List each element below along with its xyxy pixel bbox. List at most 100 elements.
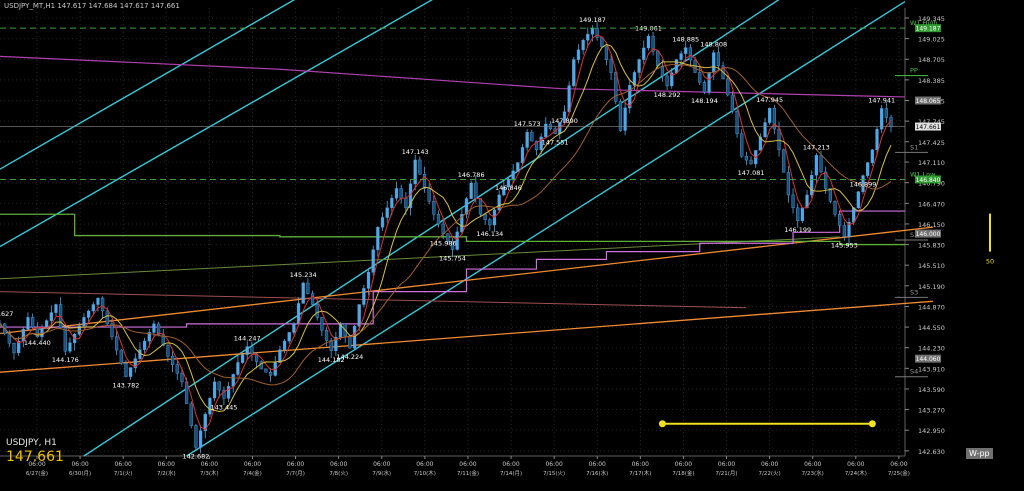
time-hour-label: 06:00 xyxy=(28,461,45,468)
price-tick-label: 144.870 xyxy=(918,303,945,311)
price-label: 146.846 xyxy=(495,184,522,192)
candle xyxy=(628,85,632,109)
candle xyxy=(530,132,534,142)
time-date-label: 7/8(火) xyxy=(329,471,348,477)
pivot-label: W1 High xyxy=(910,19,938,27)
price-label: 146.899 xyxy=(850,181,877,189)
measure-handle-right[interactable] xyxy=(868,420,876,428)
candle xyxy=(539,136,543,151)
time-hour-label: 06:00 xyxy=(502,461,519,468)
candle xyxy=(646,36,651,49)
candle xyxy=(152,323,156,333)
candle xyxy=(884,108,888,118)
time-date-label: 7/4(金) xyxy=(243,469,262,477)
candle xyxy=(189,403,193,426)
candle xyxy=(595,27,599,38)
candle xyxy=(376,226,380,250)
time-date-label: 7/1(火) xyxy=(114,471,133,477)
measure-handle-left[interactable] xyxy=(658,420,666,428)
price-label: 149.061 xyxy=(635,24,662,32)
candle xyxy=(502,186,506,196)
candle xyxy=(684,47,688,54)
time-date-label: 7/15(火) xyxy=(543,471,565,477)
price-tick-label: 147.745 xyxy=(918,118,945,126)
candle xyxy=(129,367,133,377)
channel-upper2-line xyxy=(0,0,434,248)
candle xyxy=(278,349,282,363)
candle xyxy=(590,27,595,35)
candle xyxy=(245,346,249,355)
time-date-label: 6/30(月) xyxy=(69,470,91,477)
time-date-label: 7/25(金) xyxy=(888,469,910,477)
candle xyxy=(749,159,753,165)
candle xyxy=(366,272,371,289)
time-date-label: 7/16(水) xyxy=(586,469,608,477)
time-hour-label: 06:00 xyxy=(632,461,649,468)
candle xyxy=(208,397,212,415)
ma-medium-line xyxy=(0,43,892,412)
time-date-label: 7/3(木) xyxy=(200,469,219,477)
time-hour-label: 06:00 xyxy=(459,461,476,468)
candle xyxy=(880,108,884,130)
candle xyxy=(786,172,790,196)
price-tick-label: 145.190 xyxy=(918,283,945,291)
candle xyxy=(852,207,856,223)
candle xyxy=(740,133,744,157)
time-hour-label: 06:00 xyxy=(373,461,390,468)
price-label: 147.890 xyxy=(551,117,578,125)
candle xyxy=(390,197,394,209)
candle xyxy=(91,304,95,312)
price-label: 144.176 xyxy=(52,356,79,364)
candle xyxy=(474,182,478,199)
price-tick-label: 149.025 xyxy=(918,36,945,44)
time-hour-label: 06:00 xyxy=(589,461,606,468)
candle xyxy=(614,72,618,102)
price-label: 144.182 xyxy=(318,356,345,364)
candle xyxy=(35,326,39,337)
time-date-label: 7/2(水) xyxy=(157,469,176,477)
candle xyxy=(791,194,795,209)
candle xyxy=(82,317,86,327)
candle xyxy=(618,101,623,131)
candle xyxy=(212,381,217,399)
candle xyxy=(171,355,175,365)
time-hour-label: 06:00 xyxy=(330,461,347,468)
candle xyxy=(446,233,450,242)
time-date-label: 7/24(木) xyxy=(845,469,867,477)
candle xyxy=(604,46,609,60)
candle xyxy=(875,128,879,151)
candle xyxy=(861,175,865,192)
time-hour-label: 06:00 xyxy=(244,461,261,468)
time-hour-label: 06:00 xyxy=(201,461,218,468)
candle xyxy=(31,317,35,328)
candle xyxy=(115,336,119,351)
price-label: 146.786 xyxy=(458,171,485,179)
candle xyxy=(814,155,818,176)
time-date-label: 7/18(金) xyxy=(672,469,694,477)
candle xyxy=(586,34,590,41)
candle xyxy=(404,197,408,209)
time-date-label: 6/27(金) xyxy=(26,469,48,477)
candle xyxy=(105,310,109,325)
pivot-label: S1 xyxy=(910,143,918,151)
price-tick-label: 143.270 xyxy=(918,407,945,415)
candle xyxy=(264,368,268,373)
candle xyxy=(54,304,58,313)
time-date-label: 7/17(木) xyxy=(629,469,651,477)
candle xyxy=(656,50,660,67)
time-date-label: 7/23(水) xyxy=(802,469,824,477)
price-tag xyxy=(915,122,941,131)
candle xyxy=(226,386,231,399)
candle xyxy=(203,413,207,431)
wpp-badge[interactable]: W-pp xyxy=(966,448,993,459)
price-label: 142.682 xyxy=(182,452,209,460)
channel-mid-line xyxy=(186,0,906,457)
price-tag xyxy=(915,24,941,33)
candle xyxy=(660,65,665,77)
price-label: 148.292 xyxy=(654,91,681,99)
price-tick-label: 148.705 xyxy=(918,56,945,64)
price-label: 148.885 xyxy=(672,36,699,44)
candle xyxy=(730,94,734,112)
